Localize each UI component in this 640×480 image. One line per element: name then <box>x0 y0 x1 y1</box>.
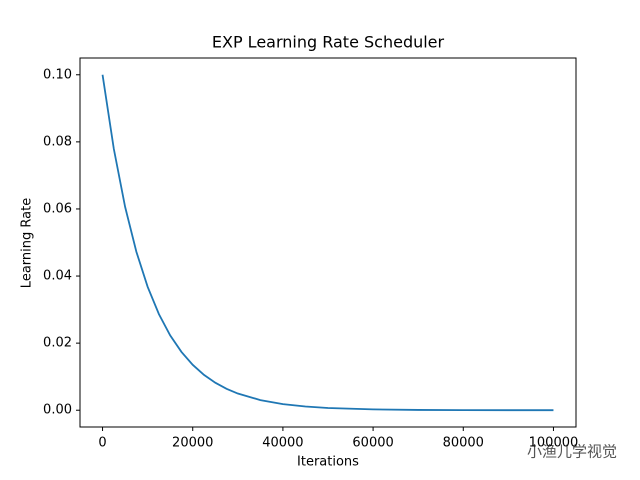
y-tick-label: 0.00 <box>43 403 72 418</box>
plot-frame <box>79 57 577 428</box>
x-tick-label: 20000 <box>172 436 213 451</box>
y-tick-label: 0.04 <box>43 269 72 284</box>
x-tick-label: 100000 <box>529 436 579 451</box>
watermark: 小渔儿学视觉 <box>527 443 617 461</box>
y-tick-label: 0.10 <box>43 67 72 82</box>
y-tick-label: 0.02 <box>43 336 72 351</box>
x-tick-label: 60000 <box>352 436 393 451</box>
x-tick-label: 80000 <box>443 436 484 451</box>
x-axis-label: Iterations <box>297 455 359 470</box>
y-tick-label: 0.08 <box>43 134 72 149</box>
x-tick-label: 40000 <box>262 436 303 451</box>
chart-title: EXP Learning Rate Scheduler <box>212 33 445 52</box>
y-axis-label: Learning Rate <box>20 198 35 288</box>
x-tick-label: 0 <box>98 436 106 451</box>
line-series <box>101 74 554 412</box>
y-tick-label: 0.06 <box>43 201 72 216</box>
